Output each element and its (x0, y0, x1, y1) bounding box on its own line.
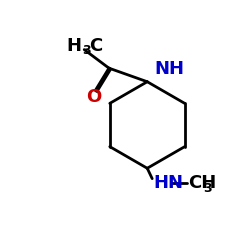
Text: H: H (66, 37, 81, 55)
Text: 3: 3 (203, 182, 211, 194)
Text: 3: 3 (82, 44, 91, 57)
Text: O: O (86, 88, 102, 106)
Text: HN: HN (154, 174, 184, 192)
Text: NH: NH (154, 60, 184, 78)
Text: CH: CH (188, 174, 216, 192)
Text: C: C (89, 37, 102, 55)
